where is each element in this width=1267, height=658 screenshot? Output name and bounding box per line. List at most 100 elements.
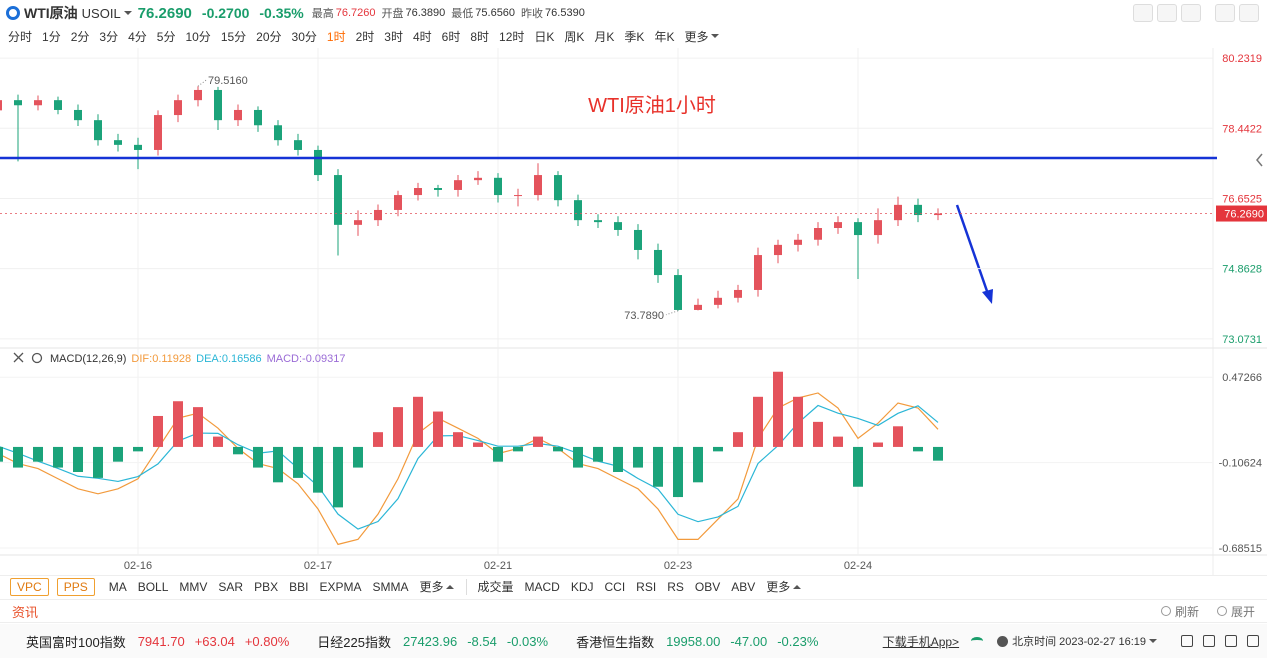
period-tab[interactable]: 15分: [220, 29, 247, 44]
macd-bar: [793, 396, 803, 447]
period-tab[interactable]: 6时: [441, 29, 461, 44]
period-tab[interactable]: 5分: [156, 29, 176, 44]
expand-button[interactable]: [1215, 4, 1235, 22]
period-tab[interactable]: 月K: [594, 29, 615, 44]
y-tick-label: 78.4422: [1222, 123, 1262, 135]
status: 下载手机App> 北京时间 2023-02-27 16:19: [883, 633, 1259, 650]
indicator-option[interactable]: RS: [667, 579, 684, 594]
candle-body: [114, 140, 122, 145]
period-tab[interactable]: 20分: [256, 29, 282, 44]
macd-bar: [833, 436, 843, 447]
x-tick-label: 02-24: [844, 560, 872, 572]
candle-body: [754, 255, 762, 290]
indicator-option[interactable]: SAR: [218, 579, 244, 594]
collapse-icon[interactable]: [1256, 153, 1263, 167]
period-tab[interactable]: 1分: [42, 29, 61, 44]
close-button[interactable]: [1239, 4, 1259, 22]
candle-body: [354, 220, 362, 225]
indicator-option[interactable]: PBX: [254, 579, 279, 594]
tool-icon[interactable]: [1225, 635, 1237, 647]
tool-button[interactable]: [1157, 4, 1177, 22]
period-tab[interactable]: 3分: [99, 29, 119, 44]
macd-bar: [773, 371, 783, 447]
indicator-toggle[interactable]: PPS: [56, 577, 95, 596]
period-tab[interactable]: 2时: [355, 29, 375, 44]
candle-body: [874, 220, 882, 236]
macd-bar: [113, 446, 123, 462]
macd-bar: [753, 396, 763, 447]
period-tab[interactable]: 1时: [326, 29, 346, 44]
period-tab[interactable]: 周K: [564, 29, 585, 44]
x-tick-label: 02-23: [664, 560, 692, 572]
candle-body: [674, 275, 682, 310]
tool-button[interactable]: [1181, 4, 1201, 22]
period-tab[interactable]: 年K: [654, 29, 675, 44]
candle-body: [254, 109, 262, 126]
candle-body: [374, 209, 382, 221]
stat-label: 昨收: [521, 8, 544, 20]
indicator-option[interactable]: BBI: [289, 579, 309, 594]
macd-bar: [0, 446, 3, 462]
indicator-option[interactable]: 更多: [419, 580, 444, 594]
stat-value: 76.3890: [405, 7, 446, 19]
indicator-option[interactable]: MACD: [524, 579, 560, 594]
news-action[interactable]: 刷新: [1174, 604, 1199, 619]
indicator-option[interactable]: 成交量: [477, 580, 514, 594]
x-tick-label: 02-21: [484, 560, 512, 572]
arrow-head: [982, 289, 993, 304]
candle-body: [834, 222, 842, 228]
candle-body: [634, 229, 642, 250]
ticker-price: 7941.70: [137, 633, 185, 649]
period-tab[interactable]: 12时: [499, 29, 525, 44]
macd-bar: [513, 446, 523, 452]
period-tab[interactable]: 分时: [8, 29, 33, 44]
indicator-option[interactable]: KDJ: [570, 579, 594, 594]
candle-body: [574, 200, 582, 221]
indicator-option[interactable]: SMMA: [372, 579, 409, 594]
period-tab[interactable]: 更多: [684, 29, 709, 44]
wifi-icon: [971, 637, 984, 645]
period-tab[interactable]: 4分: [128, 29, 147, 44]
indicator-option[interactable]: ABV: [731, 579, 756, 594]
macd-bar: [733, 432, 743, 447]
indicator-option[interactable]: MMV: [179, 579, 208, 594]
period-tab[interactable]: 4时: [412, 29, 432, 44]
candle-body: [0, 100, 2, 111]
ticker-name: 日经225指数: [317, 634, 391, 650]
tool-button[interactable]: [1133, 4, 1153, 22]
legend-entry: DIF:0.11928: [131, 353, 191, 365]
divider: [466, 578, 468, 595]
tool-icon[interactable]: [1247, 635, 1259, 647]
period-tab[interactable]: 日K: [534, 29, 555, 44]
news-action[interactable]: 展开: [1230, 604, 1255, 619]
candle-body: [54, 100, 62, 110]
indicator-option[interactable]: 更多: [766, 580, 791, 594]
period-tab[interactable]: 10分: [185, 29, 211, 44]
download-link[interactable]: 下载手机App>: [882, 634, 960, 649]
period-tab[interactable]: 8时: [470, 29, 490, 44]
macd-bar: [873, 442, 883, 447]
indicator-option[interactable]: OBV: [694, 579, 721, 594]
ticker-price: 27423.96: [402, 633, 458, 649]
max-leader: [197, 79, 207, 87]
macd-bar: [633, 446, 643, 468]
macd-bar: [553, 446, 563, 452]
indicator-option[interactable]: BOLL: [137, 579, 169, 594]
settings-icon[interactable]: [31, 352, 43, 364]
x-tick-label: 02-16: [124, 560, 152, 572]
period-tab[interactable]: 3时: [384, 29, 403, 44]
y-tick-label: 76.6525: [1222, 193, 1262, 205]
indicator-option[interactable]: CCI: [604, 579, 626, 594]
tool-icon[interactable]: [1181, 635, 1193, 647]
indicator-option[interactable]: EXPMA: [319, 579, 362, 594]
period-tab[interactable]: 2分: [70, 29, 90, 44]
tool-icon[interactable]: [1203, 635, 1215, 647]
indicator-option[interactable]: MA: [108, 579, 127, 594]
indicator-option[interactable]: RSI: [636, 579, 657, 594]
ticker-name: 英国富时100指数: [26, 634, 126, 650]
period-tab[interactable]: 30分: [291, 29, 317, 44]
indicator-toggle[interactable]: VPC: [10, 577, 49, 596]
close-icon[interactable]: [13, 352, 24, 363]
period-tab[interactable]: 季K: [624, 29, 645, 44]
stat-value: 76.5390: [545, 7, 585, 19]
